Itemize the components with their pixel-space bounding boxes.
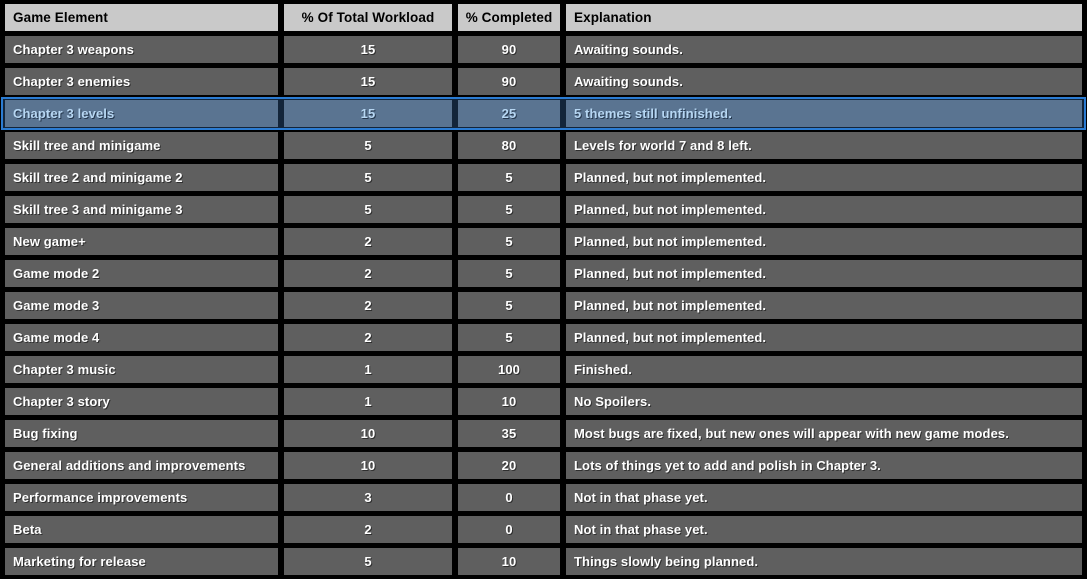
cell-game-element: Skill tree 3 and minigame 3 — [5, 196, 278, 223]
table-row[interactable]: Chapter 3 enemies 15 90 Awaiting sounds. — [5, 68, 1082, 95]
cell-explanation: Not in that phase yet. — [566, 516, 1082, 543]
table-row[interactable]: Skill tree 3 and minigame 3 5 5 Planned,… — [5, 196, 1082, 223]
cell-completed-percent: 10 — [458, 548, 560, 575]
table-row[interactable]: Marketing for release 5 10 Things slowly… — [5, 548, 1082, 575]
table-row[interactable]: Game mode 4 2 5 Planned, but not impleme… — [5, 324, 1082, 351]
cell-explanation: Not in that phase yet. — [566, 484, 1082, 511]
cell-explanation: Finished. — [566, 356, 1082, 383]
cell-completed-percent: 5 — [458, 196, 560, 223]
cell-completed-percent: 25 — [458, 100, 560, 127]
cell-workload-percent: 5 — [284, 548, 452, 575]
table-row[interactable]: Skill tree 2 and minigame 2 5 5 Planned,… — [5, 164, 1082, 191]
cell-explanation: Planned, but not implemented. — [566, 228, 1082, 255]
table-row-selected[interactable]: Chapter 3 levels 15 25 5 themes still un… — [1, 97, 1086, 130]
cell-game-element: Chapter 3 weapons — [5, 36, 278, 63]
cell-workload-percent: 2 — [284, 260, 452, 287]
column-header-explanation: Explanation — [566, 4, 1082, 31]
cell-game-element: Performance improvements — [5, 484, 278, 511]
cell-workload-percent: 15 — [284, 36, 452, 63]
table-row[interactable]: Skill tree and minigame 5 80 Levels for … — [5, 132, 1082, 159]
cell-explanation: 5 themes still unfinished. — [566, 100, 1082, 127]
cell-game-element: Game mode 3 — [5, 292, 278, 319]
cell-completed-percent: 10 — [458, 388, 560, 415]
cell-game-element: General additions and improvements — [5, 452, 278, 479]
cell-explanation: Levels for world 7 and 8 left. — [566, 132, 1082, 159]
column-header-workload: % Of Total Workload — [284, 4, 452, 31]
cell-workload-percent: 15 — [284, 68, 452, 95]
cell-explanation: Things slowly being planned. — [566, 548, 1082, 575]
cell-explanation: Planned, but not implemented. — [566, 292, 1082, 319]
cell-explanation: Most bugs are fixed, but new ones will a… — [566, 420, 1082, 447]
cell-explanation: Awaiting sounds. — [566, 36, 1082, 63]
column-header-completed: % Completed — [458, 4, 560, 31]
table-row[interactable]: Performance improvements 3 0 Not in that… — [5, 484, 1082, 511]
cell-workload-percent: 5 — [284, 164, 452, 191]
cell-completed-percent: 5 — [458, 260, 560, 287]
table-row[interactable]: New game+ 2 5 Planned, but not implement… — [5, 228, 1082, 255]
table-row[interactable]: Chapter 3 music 1 100 Finished. — [5, 356, 1082, 383]
cell-game-element: Game mode 2 — [5, 260, 278, 287]
table-row[interactable]: Game mode 3 2 5 Planned, but not impleme… — [5, 292, 1082, 319]
cell-workload-percent: 5 — [284, 196, 452, 223]
table-row[interactable]: Game mode 2 2 5 Planned, but not impleme… — [5, 260, 1082, 287]
cell-game-element: Chapter 3 music — [5, 356, 278, 383]
cell-completed-percent: 90 — [458, 36, 560, 63]
cell-completed-percent: 35 — [458, 420, 560, 447]
table-row[interactable]: Chapter 3 weapons 15 90 Awaiting sounds. — [5, 36, 1082, 63]
table-row[interactable]: General additions and improvements 10 20… — [5, 452, 1082, 479]
cell-game-element: Game mode 4 — [5, 324, 278, 351]
cell-explanation: Planned, but not implemented. — [566, 260, 1082, 287]
cell-workload-percent: 2 — [284, 292, 452, 319]
cell-game-element: Skill tree and minigame — [5, 132, 278, 159]
cell-completed-percent: 100 — [458, 356, 560, 383]
cell-game-element: Skill tree 2 and minigame 2 — [5, 164, 278, 191]
cell-workload-percent: 10 — [284, 452, 452, 479]
table-header-row: Game Element % Of Total Workload % Compl… — [5, 4, 1082, 31]
table-row[interactable]: Bug fixing 10 35 Most bugs are fixed, bu… — [5, 420, 1082, 447]
cell-workload-percent: 2 — [284, 324, 452, 351]
table-row[interactable]: Beta 2 0 Not in that phase yet. — [5, 516, 1082, 543]
cell-game-element: Beta — [5, 516, 278, 543]
cell-game-element: Chapter 3 enemies — [5, 68, 278, 95]
cell-completed-percent: 0 — [458, 516, 560, 543]
cell-completed-percent: 0 — [458, 484, 560, 511]
column-header-game-element: Game Element — [5, 4, 278, 31]
cell-explanation: Lots of things yet to add and polish in … — [566, 452, 1082, 479]
cell-completed-percent: 90 — [458, 68, 560, 95]
cell-completed-percent: 5 — [458, 228, 560, 255]
cell-game-element: Chapter 3 levels — [5, 100, 278, 127]
cell-explanation: Planned, but not implemented. — [566, 324, 1082, 351]
cell-completed-percent: 20 — [458, 452, 560, 479]
cell-workload-percent: 15 — [284, 100, 452, 127]
cell-workload-percent: 3 — [284, 484, 452, 511]
cell-explanation: No Spoilers. — [566, 388, 1082, 415]
cell-completed-percent: 80 — [458, 132, 560, 159]
cell-completed-percent: 5 — [458, 164, 560, 191]
cell-completed-percent: 5 — [458, 324, 560, 351]
cell-game-element: Chapter 3 story — [5, 388, 278, 415]
cell-game-element: New game+ — [5, 228, 278, 255]
cell-workload-percent: 10 — [284, 420, 452, 447]
cell-workload-percent: 2 — [284, 516, 452, 543]
cell-game-element: Marketing for release — [5, 548, 278, 575]
cell-explanation: Planned, but not implemented. — [566, 196, 1082, 223]
cell-game-element: Bug fixing — [5, 420, 278, 447]
cell-workload-percent: 5 — [284, 132, 452, 159]
cell-explanation: Awaiting sounds. — [566, 68, 1082, 95]
cell-explanation: Planned, but not implemented. — [566, 164, 1082, 191]
cell-completed-percent: 5 — [458, 292, 560, 319]
cell-workload-percent: 1 — [284, 356, 452, 383]
cell-workload-percent: 2 — [284, 228, 452, 255]
cell-workload-percent: 1 — [284, 388, 452, 415]
table-row[interactable]: Chapter 3 story 1 10 No Spoilers. — [5, 388, 1082, 415]
